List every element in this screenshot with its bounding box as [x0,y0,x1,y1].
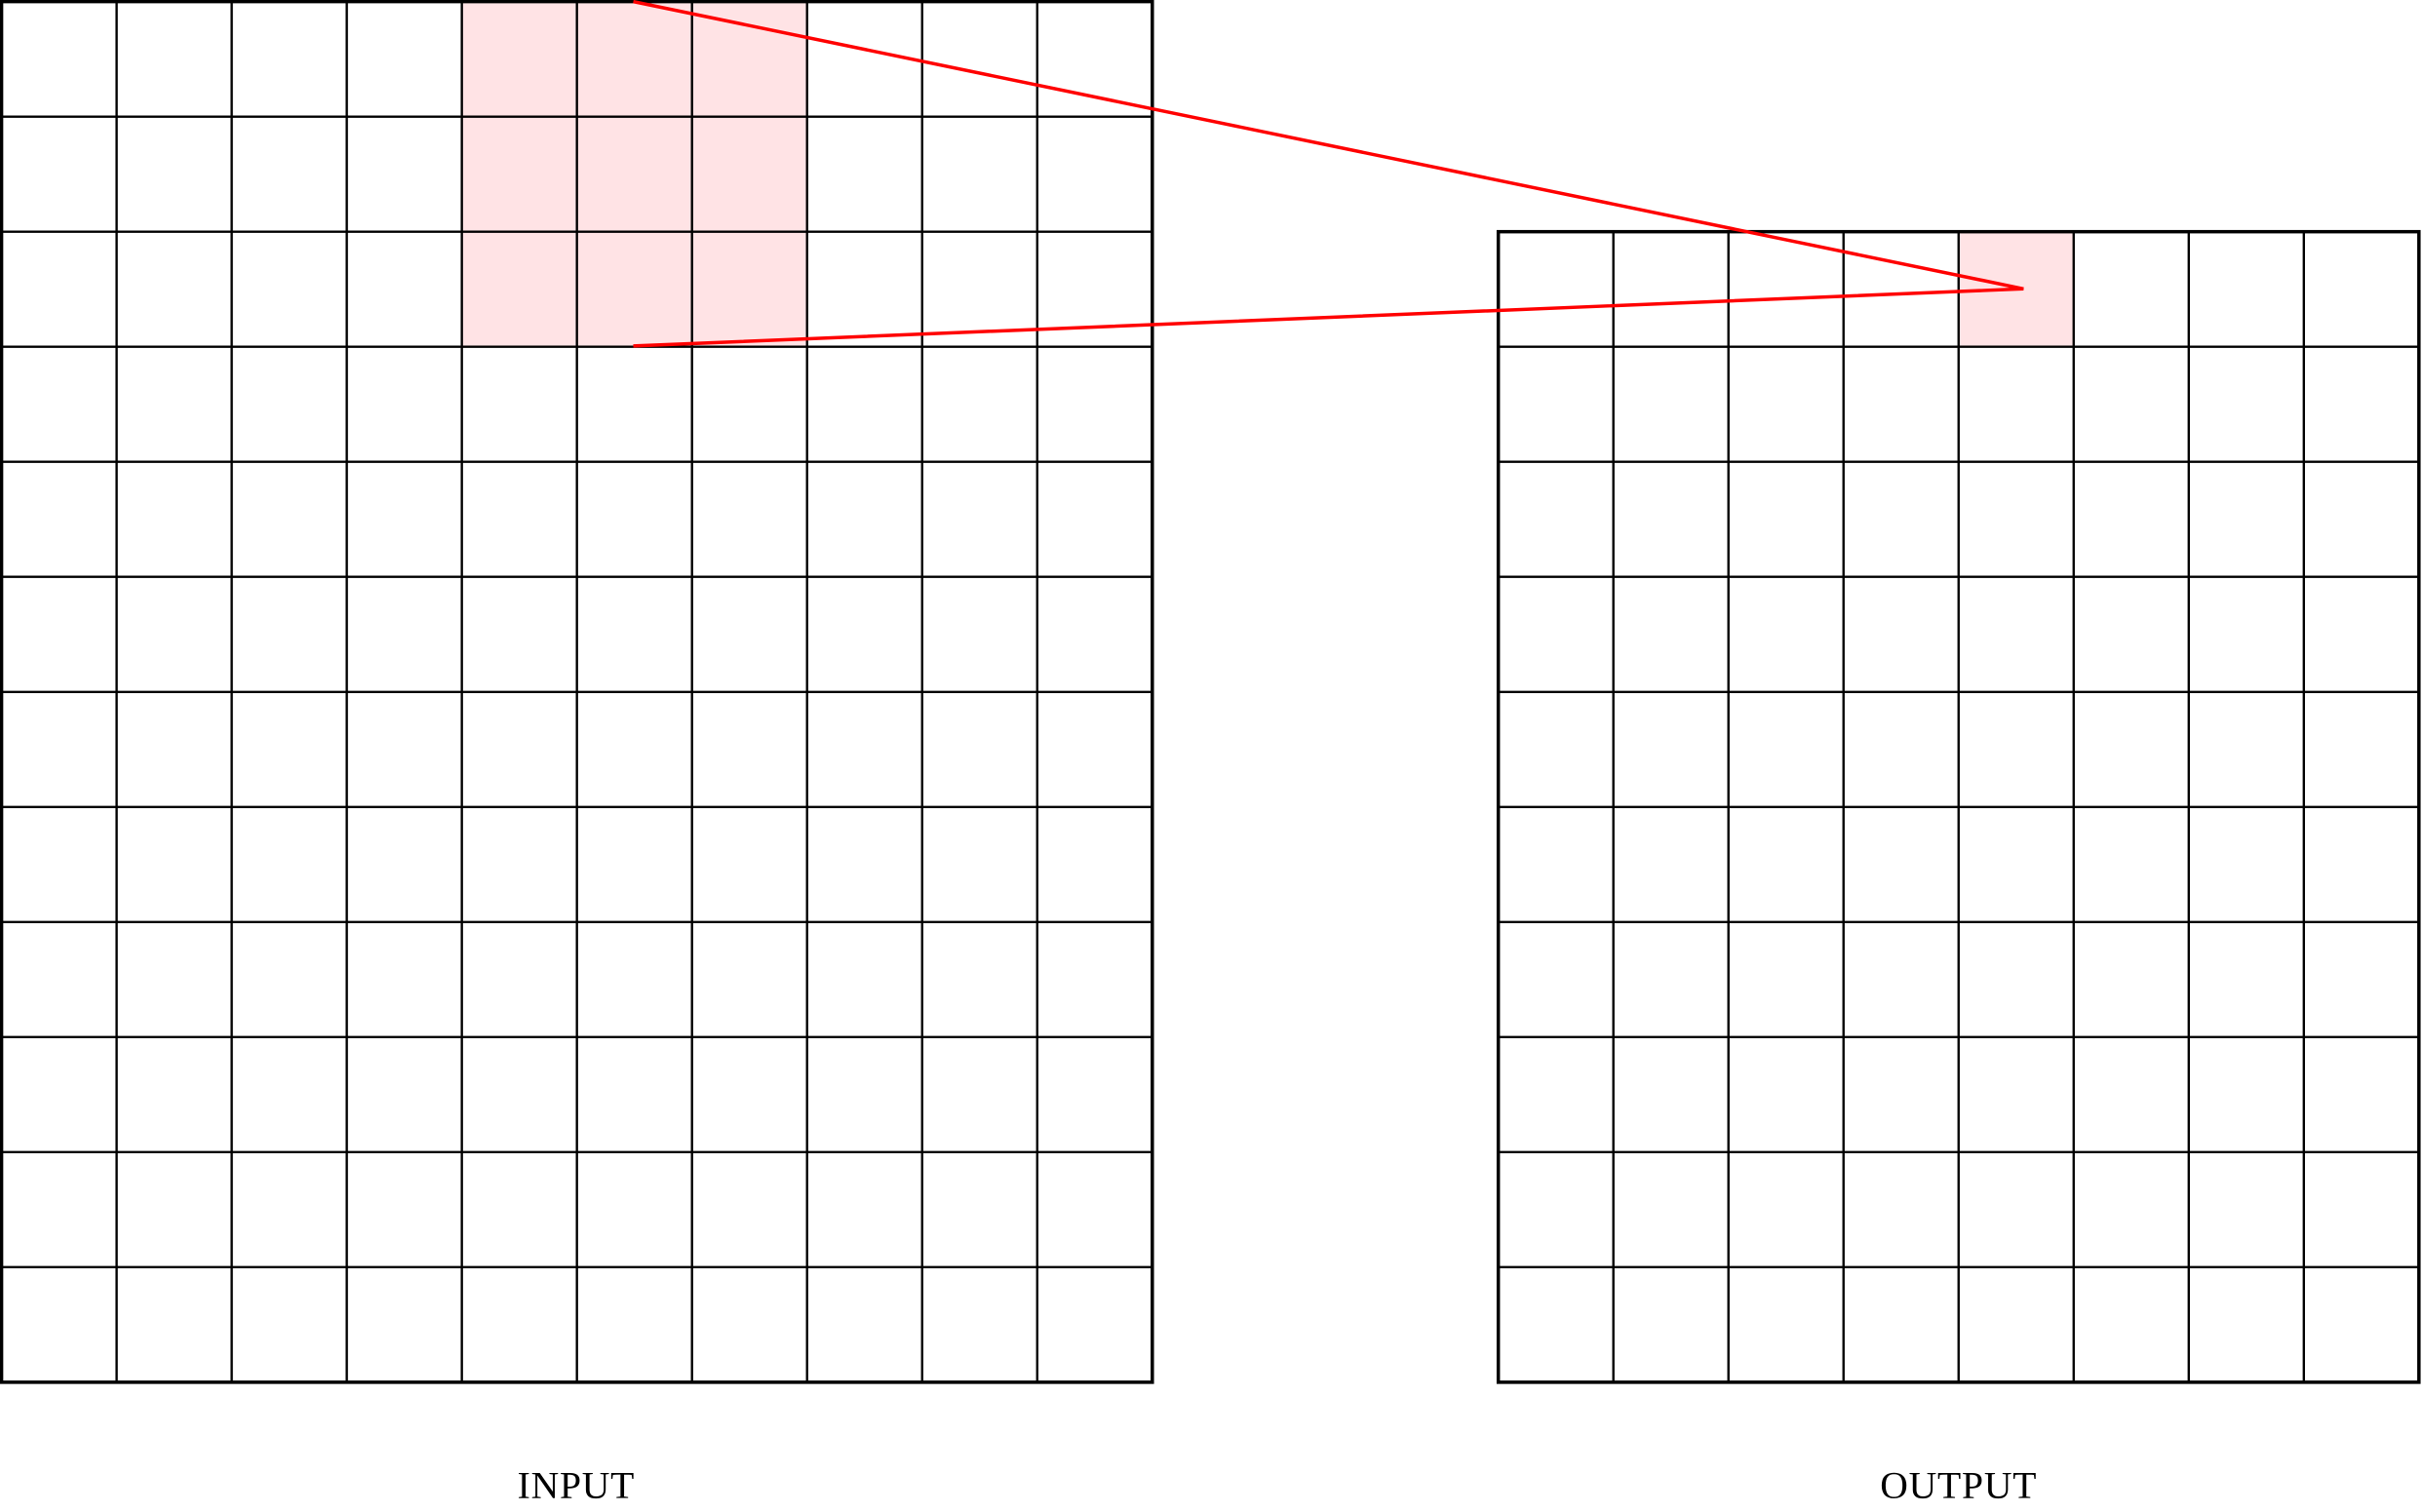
input-grid-highlight [461,231,577,347]
input-grid-highlight [576,231,692,347]
grids [0,0,2421,1384]
input-grid-highlight [576,1,692,117]
input-grid-highlight [691,231,807,347]
receptive-field-lines [633,0,2024,348]
output-label: OUTPUT [1880,1464,2037,1507]
input-grid-highlight [691,116,807,232]
input-grid-highlight [576,116,692,232]
input-label: INPUT [518,1464,636,1507]
input-grid-highlight [691,1,807,117]
input-grid-border [0,0,1154,1384]
input-grid-highlight [461,116,577,232]
input-grid-highlight [461,1,577,117]
output-grid-border [1496,229,2421,1384]
